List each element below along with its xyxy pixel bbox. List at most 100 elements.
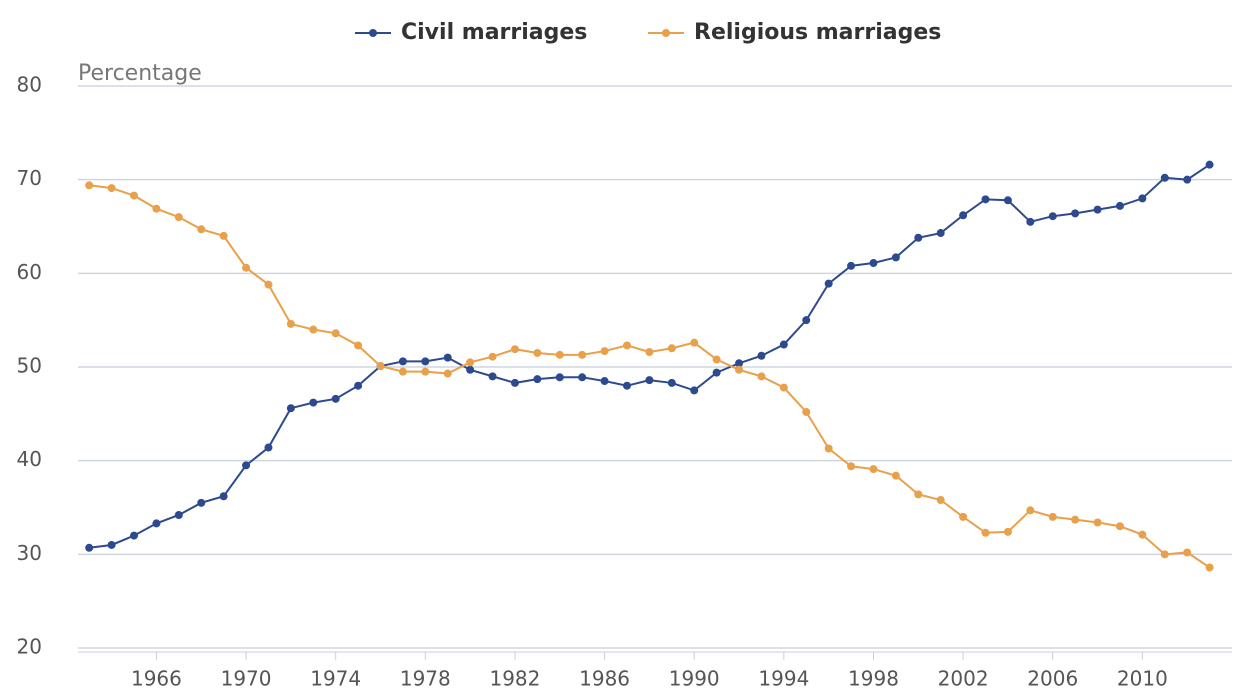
y-tick-label: 70 [17,166,42,190]
data-point [488,352,497,361]
data-point [398,357,407,366]
data-point [1048,512,1057,521]
data-point [914,233,923,242]
y-tick-label: 30 [17,541,42,565]
data-point [1071,515,1080,524]
data-point [600,377,609,386]
data-point [354,341,363,350]
data-point [622,341,631,350]
data-point [578,350,587,359]
data-point [712,355,721,364]
data-point [622,381,631,390]
data-point [645,348,654,357]
data-point [331,329,340,338]
data-point [219,231,228,240]
data-point [645,376,654,385]
data-point [85,181,94,190]
y-tick-label: 60 [17,260,42,284]
y-tick-label: 20 [17,635,42,659]
data-point [959,211,968,220]
data-point [690,386,699,395]
data-point [1048,212,1057,221]
data-point [824,444,833,453]
y-tick-label: 80 [17,73,42,97]
data-point [242,461,251,470]
data-point [869,465,878,474]
data-point [1160,173,1169,182]
data-point [891,471,900,480]
legend-marker [369,29,377,37]
data-point [891,253,900,262]
x-tick-label: 1990 [669,667,720,689]
data-point [757,372,766,381]
data-point [376,362,385,371]
data-point [197,498,206,507]
data-point [174,213,183,222]
data-point [735,365,744,374]
data-point [354,381,363,390]
data-point [757,351,766,360]
data-point [824,279,833,288]
data-point [130,531,139,540]
data-point [555,373,564,382]
data-point [264,443,273,452]
data-point [847,462,856,471]
data-point [1138,194,1147,203]
data-point [488,372,497,381]
data-point [1138,530,1147,539]
data-point [869,259,878,268]
x-tick-label: 1986 [579,667,630,689]
data-point [152,204,161,213]
legend-label: Civil marriages [401,20,587,45]
x-tick-label: 1970 [221,667,272,689]
legend-marker [662,29,670,37]
data-point [981,195,990,204]
data-point [667,378,676,387]
data-point [1183,548,1192,557]
data-point [914,490,923,499]
data-point [735,359,744,368]
y-tick-label: 40 [17,447,42,471]
data-point [85,543,94,552]
data-point [197,225,206,234]
data-point [779,340,788,349]
data-point [1160,550,1169,559]
data-point [847,261,856,270]
x-tick-label: 2002 [938,667,989,689]
legend-label: Religious marriages [694,20,941,45]
data-point [802,316,811,325]
data-point [533,375,542,384]
data-point [443,369,452,378]
data-point [1071,209,1080,218]
data-point [107,540,116,549]
data-point [667,344,676,353]
data-point [174,510,183,519]
data-point [398,367,407,376]
data-point [1093,205,1102,214]
data-point [712,368,721,377]
data-point [264,280,273,289]
series-line [89,163,1211,549]
x-tick-label: 1982 [489,667,540,689]
data-point [690,338,699,347]
data-point [1205,160,1214,169]
data-point [466,358,475,367]
data-point [1115,522,1124,531]
data-point [510,378,519,387]
data-point [981,528,990,537]
data-point [1026,217,1035,226]
data-point [443,353,452,362]
data-point [1026,506,1035,515]
data-point [1003,196,1012,205]
x-tick-label: 1966 [131,667,182,689]
data-point [1093,518,1102,527]
data-point [1183,175,1192,184]
data-point [802,407,811,416]
y-tick-label: 50 [17,354,42,378]
data-point [936,496,945,505]
data-point [309,398,318,407]
data-point [779,383,788,392]
data-point [242,263,251,272]
x-tick-label: 1978 [400,667,451,689]
data-point [219,492,228,501]
